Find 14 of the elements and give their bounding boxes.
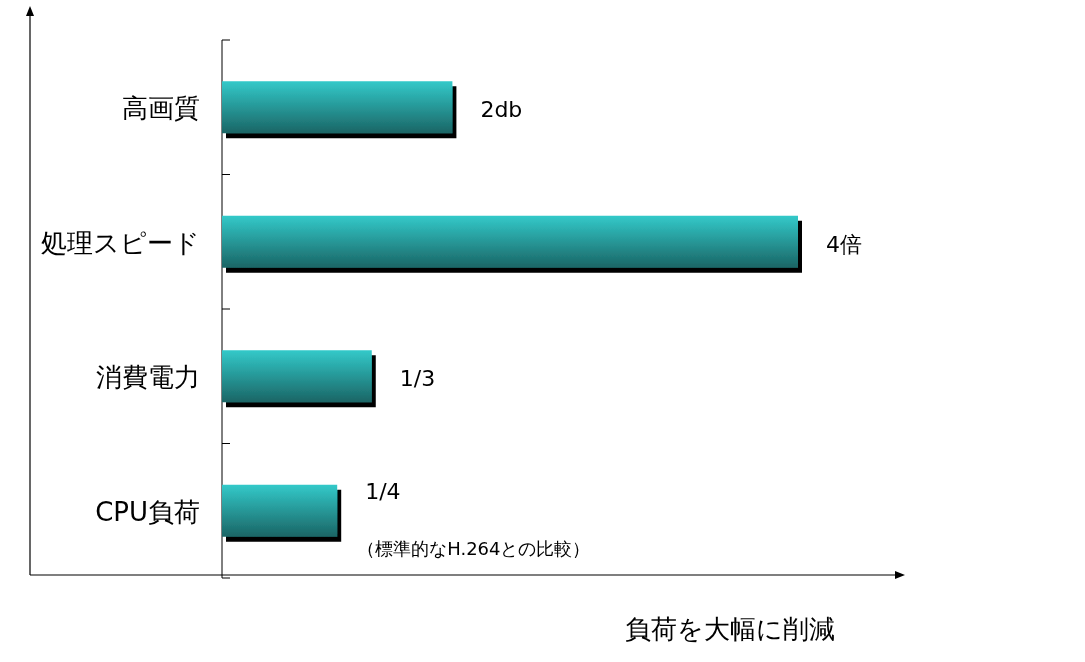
x-axis-title: 負荷を大幅に削減: [625, 614, 835, 644]
bar: [222, 81, 453, 134]
bar: [222, 215, 798, 268]
y-tick-label: 高画質: [122, 93, 200, 124]
y-tick-label: 処理スピード: [41, 227, 200, 258]
annotation: 1/3: [399, 366, 436, 392]
annotation: 2db: [480, 97, 523, 123]
y-tick-label: 消費電力: [96, 362, 200, 393]
annotation: （標準的なH.264との比較）: [357, 537, 591, 559]
bar: [222, 484, 338, 537]
text: 4倍: [826, 231, 862, 257]
bar: [222, 350, 372, 403]
y-tick-label: CPU負荷: [95, 496, 200, 527]
annotation: 1/4: [365, 478, 401, 504]
